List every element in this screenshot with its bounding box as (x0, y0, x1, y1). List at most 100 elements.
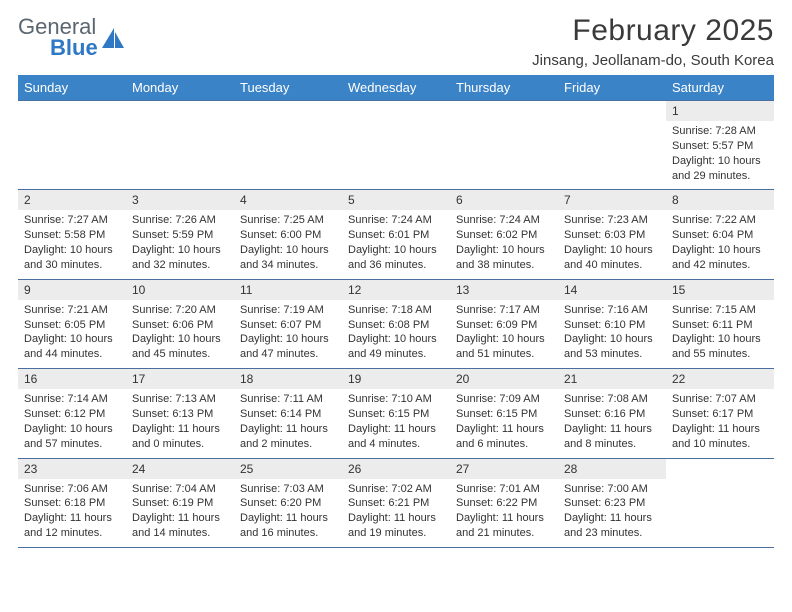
sunrise-text: Sunrise: 7:28 AM (672, 124, 768, 139)
day-detail-cell: Sunrise: 7:06 AMSunset: 6:18 PMDaylight:… (18, 479, 126, 548)
day-number-cell: 15 (666, 279, 774, 300)
day-detail-cell: Sunrise: 7:27 AMSunset: 5:58 PMDaylight:… (18, 210, 126, 279)
weekday-header: Sunday (18, 75, 126, 101)
day-detail-row: Sunrise: 7:21 AMSunset: 6:05 PMDaylight:… (18, 300, 774, 369)
sunset-text: Sunset: 6:19 PM (132, 496, 228, 511)
day-number-cell: 10 (126, 279, 234, 300)
daylight-text-1: Daylight: 10 hours (672, 243, 768, 258)
sunset-text: Sunset: 6:04 PM (672, 228, 768, 243)
logo-text: General Blue (18, 16, 98, 59)
day-number-cell: 18 (234, 369, 342, 390)
daylight-text-2: and 14 minutes. (132, 526, 228, 541)
day-number-cell: 17 (126, 369, 234, 390)
daylight-text-2: and 47 minutes. (240, 347, 336, 362)
sunset-text: Sunset: 6:12 PM (24, 407, 120, 422)
daylight-text-1: Daylight: 11 hours (240, 511, 336, 526)
day-number-cell: 24 (126, 458, 234, 479)
daylight-text-1: Daylight: 10 hours (24, 332, 120, 347)
daylight-text-1: Daylight: 10 hours (672, 154, 768, 169)
day-number-cell (234, 101, 342, 122)
day-detail-cell: Sunrise: 7:25 AMSunset: 6:00 PMDaylight:… (234, 210, 342, 279)
daylight-text-1: Daylight: 10 hours (564, 332, 660, 347)
daylight-text-1: Daylight: 10 hours (456, 332, 552, 347)
date-number-row: 2345678 (18, 190, 774, 211)
daylight-text-1: Daylight: 11 hours (348, 511, 444, 526)
day-detail-cell (126, 121, 234, 190)
daylight-text-1: Daylight: 11 hours (132, 511, 228, 526)
calendar-table: Sunday Monday Tuesday Wednesday Thursday… (18, 75, 774, 548)
daylight-text-2: and 4 minutes. (348, 437, 444, 452)
sunrise-text: Sunrise: 7:06 AM (24, 482, 120, 497)
daylight-text-2: and 6 minutes. (456, 437, 552, 452)
day-detail-cell: Sunrise: 7:08 AMSunset: 6:16 PMDaylight:… (558, 389, 666, 458)
sunset-text: Sunset: 6:18 PM (24, 496, 120, 511)
brand-logo: General Blue (18, 14, 126, 59)
day-number-cell: 13 (450, 279, 558, 300)
day-detail-cell: Sunrise: 7:18 AMSunset: 6:08 PMDaylight:… (342, 300, 450, 369)
day-number-cell (450, 101, 558, 122)
sunrise-text: Sunrise: 7:22 AM (672, 213, 768, 228)
day-number-cell: 22 (666, 369, 774, 390)
sunset-text: Sunset: 6:02 PM (456, 228, 552, 243)
day-number-cell: 25 (234, 458, 342, 479)
day-detail-cell: Sunrise: 7:24 AMSunset: 6:02 PMDaylight:… (450, 210, 558, 279)
day-detail-cell: Sunrise: 7:15 AMSunset: 6:11 PMDaylight:… (666, 300, 774, 369)
sunset-text: Sunset: 6:13 PM (132, 407, 228, 422)
day-number-cell (126, 101, 234, 122)
weekday-header: Tuesday (234, 75, 342, 101)
daylight-text-2: and 36 minutes. (348, 258, 444, 273)
day-number-cell: 19 (342, 369, 450, 390)
logo-sail-icon (100, 26, 126, 50)
day-number-cell: 20 (450, 369, 558, 390)
sunrise-text: Sunrise: 7:04 AM (132, 482, 228, 497)
day-number-cell: 5 (342, 190, 450, 211)
daylight-text-2: and 8 minutes. (564, 437, 660, 452)
day-detail-cell: Sunrise: 7:19 AMSunset: 6:07 PMDaylight:… (234, 300, 342, 369)
daylight-text-1: Daylight: 11 hours (240, 422, 336, 437)
day-number-cell: 14 (558, 279, 666, 300)
weekday-header: Wednesday (342, 75, 450, 101)
sunrise-text: Sunrise: 7:21 AM (24, 303, 120, 318)
day-number-cell: 8 (666, 190, 774, 211)
daylight-text-2: and 55 minutes. (672, 347, 768, 362)
daylight-text-2: and 40 minutes. (564, 258, 660, 273)
daylight-text-1: Daylight: 10 hours (240, 332, 336, 347)
day-detail-cell: Sunrise: 7:24 AMSunset: 6:01 PMDaylight:… (342, 210, 450, 279)
daylight-text-2: and 21 minutes. (456, 526, 552, 541)
weekday-header: Thursday (450, 75, 558, 101)
calendar-body: 1Sunrise: 7:28 AMSunset: 5:57 PMDaylight… (18, 101, 774, 548)
sunset-text: Sunset: 6:20 PM (240, 496, 336, 511)
sunset-text: Sunset: 6:07 PM (240, 318, 336, 333)
day-detail-cell (234, 121, 342, 190)
sunset-text: Sunset: 6:21 PM (348, 496, 444, 511)
day-detail-cell: Sunrise: 7:04 AMSunset: 6:19 PMDaylight:… (126, 479, 234, 548)
daylight-text-2: and 34 minutes. (240, 258, 336, 273)
page-header: General Blue February 2025 Jinsang, Jeol… (18, 14, 774, 69)
daylight-text-1: Daylight: 11 hours (348, 422, 444, 437)
daylight-text-2: and 16 minutes. (240, 526, 336, 541)
daylight-text-1: Daylight: 11 hours (456, 422, 552, 437)
day-detail-cell (450, 121, 558, 190)
daylight-text-2: and 51 minutes. (456, 347, 552, 362)
day-number-cell: 12 (342, 279, 450, 300)
sunrise-text: Sunrise: 7:20 AM (132, 303, 228, 318)
daylight-text-2: and 44 minutes. (24, 347, 120, 362)
day-number-cell (18, 101, 126, 122)
daylight-text-1: Daylight: 11 hours (672, 422, 768, 437)
sunrise-text: Sunrise: 7:07 AM (672, 392, 768, 407)
daylight-text-1: Daylight: 11 hours (564, 511, 660, 526)
daylight-text-1: Daylight: 10 hours (672, 332, 768, 347)
daylight-text-1: Daylight: 10 hours (348, 243, 444, 258)
day-detail-cell (666, 479, 774, 548)
sunset-text: Sunset: 6:10 PM (564, 318, 660, 333)
day-detail-cell (342, 121, 450, 190)
sunrise-text: Sunrise: 7:10 AM (348, 392, 444, 407)
daylight-text-2: and 32 minutes. (132, 258, 228, 273)
sunset-text: Sunset: 6:09 PM (456, 318, 552, 333)
day-number-cell: 16 (18, 369, 126, 390)
sunset-text: Sunset: 6:03 PM (564, 228, 660, 243)
day-detail-cell: Sunrise: 7:17 AMSunset: 6:09 PMDaylight:… (450, 300, 558, 369)
day-detail-cell: Sunrise: 7:00 AMSunset: 6:23 PMDaylight:… (558, 479, 666, 548)
day-detail-cell: Sunrise: 7:21 AMSunset: 6:05 PMDaylight:… (18, 300, 126, 369)
sunrise-text: Sunrise: 7:13 AM (132, 392, 228, 407)
